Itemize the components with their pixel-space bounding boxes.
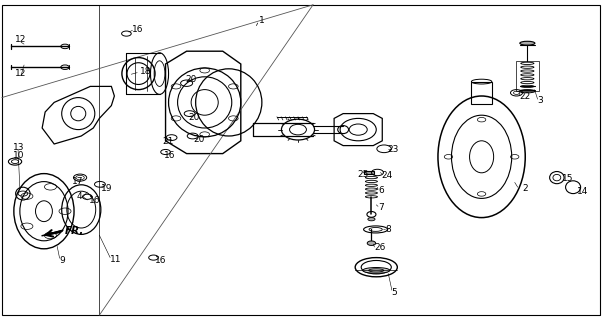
Polygon shape bbox=[42, 230, 63, 236]
Circle shape bbox=[367, 241, 376, 245]
Text: 20: 20 bbox=[188, 113, 200, 122]
Text: 7: 7 bbox=[378, 203, 384, 212]
Text: 15: 15 bbox=[562, 174, 573, 183]
Text: 23: 23 bbox=[387, 145, 399, 154]
Text: 16: 16 bbox=[164, 151, 176, 160]
Text: 26: 26 bbox=[374, 244, 386, 252]
Text: 5: 5 bbox=[391, 288, 397, 297]
Text: 16: 16 bbox=[155, 256, 167, 265]
Ellipse shape bbox=[520, 41, 535, 45]
Text: 10: 10 bbox=[13, 151, 25, 160]
Bar bbox=[516, 61, 539, 91]
Bar bbox=[364, 171, 374, 174]
Bar bbox=[471, 82, 492, 104]
Text: 8: 8 bbox=[385, 225, 391, 234]
Text: 16: 16 bbox=[132, 25, 144, 34]
Text: 14: 14 bbox=[577, 187, 589, 196]
Text: 3: 3 bbox=[538, 96, 544, 105]
Text: 12: 12 bbox=[15, 36, 26, 44]
Text: 20: 20 bbox=[194, 135, 205, 144]
Ellipse shape bbox=[368, 218, 375, 221]
Text: 17: 17 bbox=[72, 177, 84, 186]
Text: 19: 19 bbox=[101, 184, 113, 193]
Text: 25: 25 bbox=[358, 170, 369, 179]
Text: 22: 22 bbox=[519, 92, 530, 101]
Text: 11: 11 bbox=[110, 255, 122, 264]
Text: 1: 1 bbox=[259, 16, 265, 25]
Text: 21: 21 bbox=[163, 137, 174, 146]
Text: 12: 12 bbox=[15, 69, 26, 78]
Ellipse shape bbox=[362, 268, 390, 273]
Text: 2: 2 bbox=[523, 184, 528, 193]
Text: 9: 9 bbox=[60, 256, 66, 265]
Text: 20: 20 bbox=[185, 75, 197, 84]
Text: FR.: FR. bbox=[65, 226, 84, 236]
Text: 24: 24 bbox=[381, 171, 393, 180]
Text: 4: 4 bbox=[77, 192, 82, 201]
Text: 13: 13 bbox=[13, 143, 25, 152]
Text: 6: 6 bbox=[378, 186, 384, 195]
Text: 16: 16 bbox=[89, 196, 101, 205]
Text: 18: 18 bbox=[140, 67, 152, 76]
